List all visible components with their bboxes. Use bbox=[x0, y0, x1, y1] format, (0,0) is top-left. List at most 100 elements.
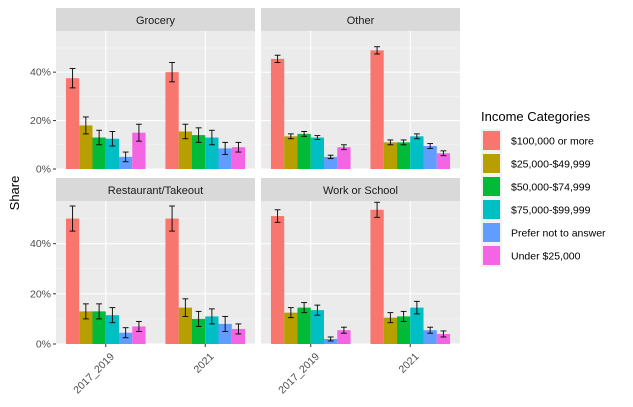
error-bar bbox=[169, 62, 176, 83]
bar bbox=[396, 142, 411, 169]
bar bbox=[436, 153, 451, 169]
legend-label: Prefer not to answer bbox=[511, 228, 606, 240]
legend-swatch bbox=[483, 177, 500, 196]
legend: Income Categories $100,000 or more $25,00… bbox=[481, 109, 606, 267]
error-bar bbox=[287, 307, 294, 319]
error-bar bbox=[387, 312, 394, 324]
legend-item: $100,000 or more bbox=[481, 129, 594, 152]
error-bar bbox=[208, 129, 215, 146]
error-bar bbox=[96, 303, 103, 320]
error-bar bbox=[96, 129, 103, 146]
facet-title: Restaurant/Takeout bbox=[108, 185, 203, 197]
bar bbox=[132, 326, 146, 344]
facet-panel: Grocery 0% 20% 40% bbox=[30, 8, 255, 176]
bar bbox=[310, 137, 325, 169]
error-bar bbox=[235, 323, 242, 335]
error-bar bbox=[440, 330, 447, 338]
error-bar bbox=[195, 127, 202, 143]
bar bbox=[79, 125, 93, 169]
bar bbox=[231, 147, 246, 169]
error-bar bbox=[400, 139, 407, 146]
error-bar bbox=[327, 336, 334, 342]
error-bar bbox=[427, 143, 434, 149]
x-tick-label: 2017_2019 bbox=[276, 351, 322, 397]
bar bbox=[178, 131, 192, 169]
error-bar bbox=[413, 300, 420, 315]
facet-panel: Work or School bbox=[261, 178, 460, 345]
legend-item: $50,000-$74,999 bbox=[481, 175, 591, 198]
bar bbox=[297, 133, 311, 169]
error-bar bbox=[301, 302, 308, 314]
bar bbox=[205, 316, 219, 344]
y-tick-label: 0% bbox=[36, 164, 51, 176]
error-bar bbox=[314, 135, 321, 140]
error-bar bbox=[82, 116, 89, 135]
error-bar bbox=[400, 310, 407, 322]
legend-label: $50,000-$74,999 bbox=[511, 182, 591, 194]
error-bar bbox=[287, 133, 294, 140]
error-bar bbox=[69, 205, 76, 232]
x-tick-label: 2021 bbox=[396, 351, 421, 376]
error-bar bbox=[427, 326, 434, 334]
bar bbox=[119, 156, 133, 169]
bar bbox=[337, 147, 351, 169]
bar bbox=[270, 216, 285, 344]
error-bar bbox=[122, 151, 129, 163]
bar bbox=[410, 307, 424, 344]
bar bbox=[337, 330, 351, 344]
y-tick-label: 20% bbox=[30, 115, 51, 127]
facet-panel: Restaurant/Takeout 0% 20% 40% bbox=[30, 178, 255, 351]
error-bar bbox=[82, 303, 89, 320]
panels-layer: Grocery 0% 20% 40% Other Restaurant/Takeout 0%… bbox=[30, 8, 460, 351]
error-bar bbox=[208, 308, 215, 325]
bar bbox=[284, 312, 298, 344]
legend-item: $25,000-$49,999 bbox=[481, 152, 591, 175]
bar bbox=[205, 137, 219, 169]
x-tick-label: 2017_2019 bbox=[71, 351, 117, 397]
bar bbox=[370, 50, 384, 169]
bar bbox=[370, 209, 384, 344]
facet-strip bbox=[56, 8, 255, 31]
error-bar bbox=[274, 54, 281, 63]
error-bar bbox=[222, 315, 229, 332]
bar bbox=[92, 311, 106, 344]
error-bar bbox=[182, 123, 189, 140]
bar bbox=[105, 138, 120, 169]
facet-title: Grocery bbox=[136, 15, 176, 27]
facet-title: Work or School bbox=[323, 185, 398, 197]
error-bar bbox=[374, 201, 381, 218]
error-bar bbox=[169, 205, 176, 232]
bar bbox=[65, 78, 80, 169]
error-bar bbox=[440, 150, 447, 157]
legend-label: $75,000-$99,999 bbox=[511, 205, 591, 217]
y-tick-label: 40% bbox=[30, 67, 51, 79]
bar bbox=[436, 333, 451, 344]
error-bar bbox=[195, 310, 202, 327]
error-bar bbox=[135, 123, 142, 142]
legend-item: $75,000-$99,999 bbox=[481, 198, 591, 221]
bar bbox=[132, 132, 146, 169]
error-bar bbox=[109, 131, 116, 147]
error-bar bbox=[314, 304, 321, 316]
x-tick-label: 2021 bbox=[191, 351, 216, 376]
error-bar bbox=[301, 131, 308, 137]
bar bbox=[165, 218, 179, 344]
bar bbox=[119, 332, 133, 344]
y-axis-title: Share bbox=[7, 176, 22, 211]
bar bbox=[423, 146, 437, 169]
bar bbox=[231, 328, 246, 344]
bar bbox=[284, 136, 298, 169]
error-bar bbox=[182, 298, 189, 317]
error-bar bbox=[413, 133, 420, 140]
bar bbox=[165, 72, 179, 169]
legend-label: $100,000 or more bbox=[511, 136, 594, 148]
bar bbox=[105, 315, 120, 344]
error-bar bbox=[327, 154, 334, 160]
facet-title: Other bbox=[347, 15, 375, 27]
legend-swatch bbox=[483, 246, 500, 265]
bar bbox=[191, 318, 206, 344]
facet-strip bbox=[56, 178, 255, 201]
legend-title: Income Categories bbox=[481, 109, 591, 124]
error-bar bbox=[109, 307, 116, 324]
